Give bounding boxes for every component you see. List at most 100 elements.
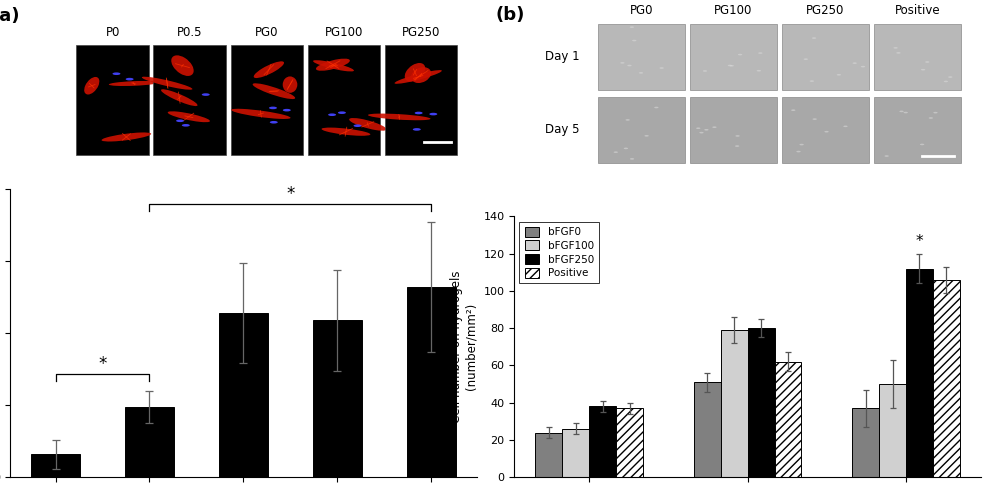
Bar (775, 362, 802, 477)
Ellipse shape (167, 112, 210, 122)
Circle shape (202, 94, 210, 96)
Bar (747, 328, 775, 477)
Circle shape (797, 151, 801, 152)
Circle shape (934, 112, 937, 113)
Bar (590, 407, 616, 477)
Circle shape (112, 73, 121, 75)
Bar (599, 24, 685, 90)
Circle shape (613, 151, 618, 153)
Circle shape (414, 112, 422, 114)
Circle shape (328, 113, 336, 116)
Circle shape (758, 52, 762, 54)
Bar (219, 313, 268, 477)
Bar (874, 97, 960, 163)
Circle shape (627, 65, 631, 66)
Bar (231, 45, 303, 155)
Ellipse shape (231, 109, 290, 119)
Circle shape (639, 72, 643, 74)
Circle shape (825, 131, 828, 132)
Circle shape (623, 148, 628, 149)
Circle shape (843, 126, 847, 127)
Circle shape (800, 144, 804, 146)
Circle shape (812, 37, 817, 39)
Ellipse shape (313, 60, 354, 72)
Circle shape (727, 65, 732, 66)
Circle shape (654, 107, 659, 108)
Text: Day 5: Day 5 (545, 123, 580, 136)
Ellipse shape (316, 58, 350, 71)
Text: PG0: PG0 (629, 4, 653, 17)
Text: (a): (a) (0, 7, 20, 25)
Text: P0: P0 (105, 26, 120, 39)
Circle shape (705, 129, 709, 131)
Circle shape (894, 47, 898, 49)
Circle shape (735, 135, 739, 137)
Bar (385, 45, 457, 155)
Bar (782, 97, 868, 163)
Circle shape (659, 67, 664, 69)
Bar (906, 268, 933, 477)
Text: *: * (916, 234, 924, 249)
Circle shape (813, 118, 817, 120)
Ellipse shape (161, 89, 197, 106)
Ellipse shape (349, 118, 386, 131)
Text: PG0: PG0 (255, 26, 278, 39)
Ellipse shape (368, 113, 430, 120)
Y-axis label: Cell number on hydrogels
(number/mm²): Cell number on hydrogels (number/mm²) (450, 271, 478, 423)
Circle shape (703, 70, 708, 72)
Bar (535, 432, 562, 477)
Circle shape (929, 117, 933, 119)
Legend: bFGF0, bFGF100, bFGF250, Positive: bFGF0, bFGF100, bFGF250, Positive (519, 222, 599, 283)
Bar (313, 320, 362, 477)
Bar (874, 24, 960, 90)
Circle shape (713, 127, 716, 128)
Circle shape (836, 74, 841, 75)
Circle shape (904, 112, 908, 113)
Circle shape (429, 113, 437, 115)
Circle shape (810, 80, 814, 82)
Circle shape (896, 52, 901, 54)
Text: (b): (b) (496, 6, 525, 24)
Circle shape (735, 145, 739, 147)
Bar (76, 45, 149, 155)
Ellipse shape (394, 70, 442, 84)
Circle shape (943, 81, 948, 82)
Circle shape (269, 107, 276, 109)
Bar (720, 330, 747, 477)
Circle shape (632, 40, 636, 41)
Bar (599, 97, 685, 163)
Circle shape (700, 132, 704, 133)
Circle shape (900, 111, 904, 112)
Circle shape (920, 144, 925, 145)
Circle shape (948, 76, 952, 78)
Ellipse shape (142, 76, 192, 90)
Ellipse shape (254, 61, 284, 78)
Bar (879, 384, 906, 477)
Circle shape (921, 69, 926, 71)
Circle shape (181, 124, 190, 127)
Text: PG100: PG100 (715, 4, 752, 17)
Circle shape (338, 112, 346, 114)
Ellipse shape (404, 63, 425, 81)
Text: *: * (286, 185, 294, 203)
Circle shape (620, 62, 624, 64)
Circle shape (738, 54, 742, 56)
Circle shape (696, 128, 701, 129)
Circle shape (885, 155, 889, 157)
Text: *: * (98, 355, 107, 373)
Text: PG250: PG250 (401, 26, 440, 39)
Circle shape (629, 26, 634, 28)
Bar (782, 24, 868, 90)
Bar (933, 280, 960, 477)
Bar (154, 45, 226, 155)
Circle shape (176, 119, 184, 122)
Text: Positive: Positive (895, 4, 940, 17)
Circle shape (804, 58, 808, 60)
Bar (694, 382, 720, 477)
Circle shape (757, 70, 761, 72)
Bar (307, 45, 380, 155)
Circle shape (729, 65, 734, 67)
Bar (616, 408, 643, 477)
Circle shape (354, 124, 362, 127)
Bar (690, 24, 777, 90)
